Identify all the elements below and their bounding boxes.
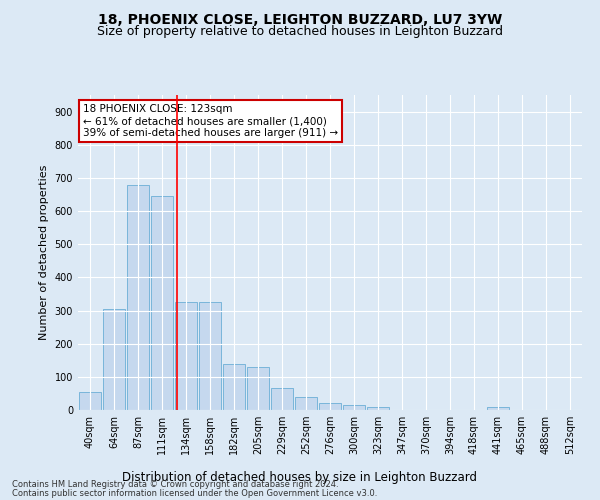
- Bar: [199, 302, 221, 410]
- Bar: [175, 302, 197, 410]
- Bar: [271, 388, 293, 410]
- Text: Distribution of detached houses by size in Leighton Buzzard: Distribution of detached houses by size …: [122, 471, 478, 484]
- Text: Contains HM Land Registry data © Crown copyright and database right 2024.: Contains HM Land Registry data © Crown c…: [12, 480, 338, 489]
- Bar: [343, 405, 365, 410]
- Bar: [223, 364, 245, 410]
- Bar: [151, 196, 173, 410]
- Bar: [127, 184, 149, 410]
- Bar: [103, 309, 125, 410]
- Bar: [487, 406, 509, 410]
- Bar: [319, 404, 341, 410]
- Bar: [367, 406, 389, 410]
- Bar: [247, 367, 269, 410]
- Text: Contains public sector information licensed under the Open Government Licence v3: Contains public sector information licen…: [12, 488, 377, 498]
- Bar: [295, 396, 317, 410]
- Text: Size of property relative to detached houses in Leighton Buzzard: Size of property relative to detached ho…: [97, 25, 503, 38]
- Text: 18 PHOENIX CLOSE: 123sqm
← 61% of detached houses are smaller (1,400)
39% of sem: 18 PHOENIX CLOSE: 123sqm ← 61% of detach…: [83, 104, 338, 138]
- Y-axis label: Number of detached properties: Number of detached properties: [39, 165, 49, 340]
- Text: 18, PHOENIX CLOSE, LEIGHTON BUZZARD, LU7 3YW: 18, PHOENIX CLOSE, LEIGHTON BUZZARD, LU7…: [98, 12, 502, 26]
- Bar: [79, 392, 101, 410]
